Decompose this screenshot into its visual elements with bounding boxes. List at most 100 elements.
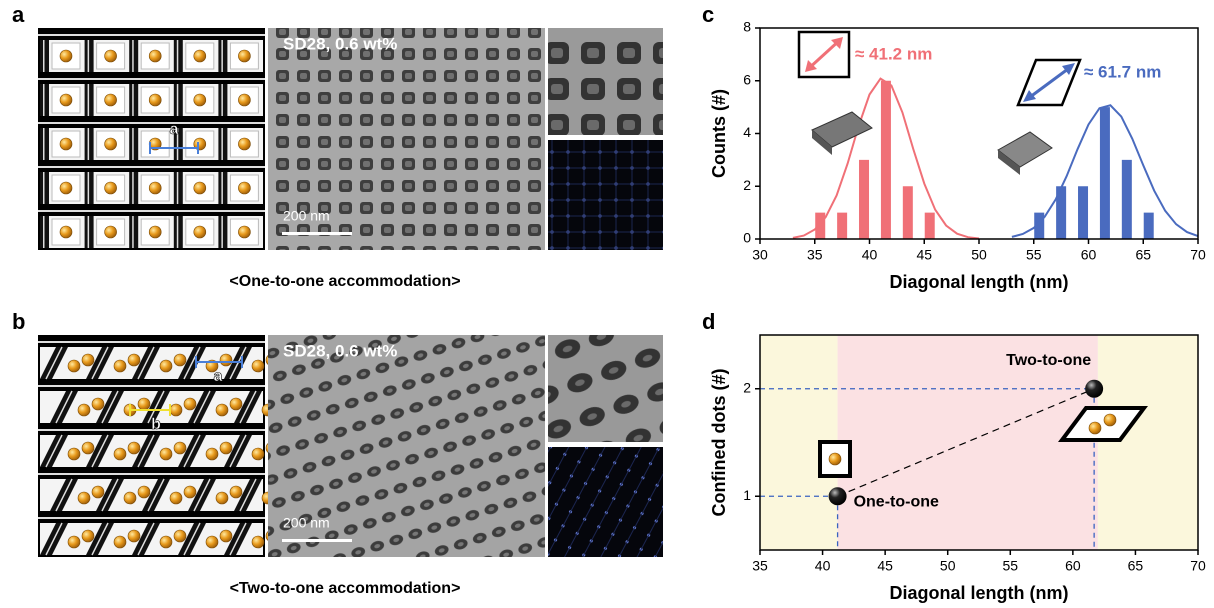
- wall-line: [132, 84, 134, 116]
- point: [829, 487, 847, 505]
- dot: [60, 138, 72, 150]
- y-tick-label: 2: [743, 177, 751, 193]
- dot: [149, 50, 161, 62]
- image-label: SD28, 0.6 wt%: [283, 34, 397, 53]
- dot: [124, 492, 136, 504]
- dot: [160, 448, 172, 460]
- caption: <Two-to-one accommodation>: [230, 580, 461, 597]
- wall-line: [43, 40, 45, 72]
- dot: [174, 354, 186, 366]
- dot: [220, 354, 232, 366]
- y-tick-label: 6: [743, 71, 751, 87]
- dot: [114, 448, 126, 460]
- dot: [216, 404, 228, 416]
- schematic-label: a: [214, 368, 223, 385]
- stripe: [38, 385, 265, 387]
- point-label: Two-to-one: [1006, 352, 1091, 369]
- wall-line: [221, 216, 223, 248]
- dot: [1089, 422, 1101, 434]
- caption: <One-to-one accommodation>: [229, 273, 460, 290]
- dot: [60, 226, 72, 238]
- x-tick-label: 60: [1065, 558, 1081, 574]
- fft-image: [548, 140, 663, 250]
- scale-bar-label: 200 nm: [283, 515, 330, 531]
- bar: [1078, 186, 1088, 239]
- wall-line: [132, 216, 134, 248]
- bar: [903, 186, 913, 239]
- dot: [238, 182, 250, 194]
- wall-line: [132, 172, 134, 204]
- wall-line: [221, 40, 223, 72]
- dot: [194, 226, 206, 238]
- y-tick-label: 0: [743, 230, 751, 246]
- dot: [160, 360, 172, 372]
- dot: [216, 492, 228, 504]
- dot: [128, 530, 140, 542]
- x-tick-label: 70: [1190, 558, 1206, 574]
- dot: [105, 94, 117, 106]
- dot: [82, 442, 94, 454]
- dot: [829, 453, 841, 465]
- inset-image: [548, 335, 663, 442]
- image-label: SD28, 0.6 wt%: [283, 341, 397, 360]
- annotation: ≈ 61.7 nm: [1084, 62, 1161, 81]
- x-tick-label: 55: [1002, 558, 1018, 574]
- fft-image: [548, 447, 663, 557]
- dot: [60, 94, 72, 106]
- dot: [128, 354, 140, 366]
- wall-line: [43, 128, 45, 160]
- dot: [105, 182, 117, 194]
- dot: [78, 492, 90, 504]
- dot: [128, 442, 140, 454]
- dot: [68, 536, 80, 548]
- x-tick-label: 65: [1128, 558, 1144, 574]
- bar: [881, 81, 891, 239]
- x-tick-label: 35: [752, 558, 768, 574]
- dot: [174, 530, 186, 542]
- dot: [92, 398, 104, 410]
- dot: [220, 442, 232, 454]
- dot: [149, 182, 161, 194]
- dot: [114, 536, 126, 548]
- wall-line: [132, 128, 134, 160]
- stripe: [38, 78, 265, 80]
- dot: [105, 138, 117, 150]
- y-tick-label: 4: [743, 124, 751, 140]
- stripe: [38, 517, 265, 519]
- dot: [149, 94, 161, 106]
- x-tick-label: 40: [815, 558, 831, 574]
- x-tick-label: 45: [916, 247, 932, 263]
- schematic-label: b: [151, 416, 161, 433]
- dot: [194, 50, 206, 62]
- wall-line: [88, 84, 90, 116]
- dot: [238, 226, 250, 238]
- bar: [1100, 107, 1110, 239]
- y-axis-title: Confined dots (#): [709, 369, 729, 517]
- x-axis-title: Diagonal length (nm): [890, 272, 1069, 292]
- bar: [859, 160, 869, 239]
- point: [1085, 380, 1103, 398]
- wall-line: [88, 216, 90, 248]
- dot: [252, 536, 264, 548]
- dot: [82, 530, 94, 542]
- wall-line: [221, 172, 223, 204]
- x-tick-label: 65: [1135, 247, 1151, 263]
- dot: [194, 94, 206, 106]
- wall-line: [177, 84, 179, 116]
- dot: [220, 530, 232, 542]
- annotation: ≈ 41.2 nm: [855, 44, 932, 63]
- wall-line: [88, 128, 90, 160]
- dot: [170, 492, 182, 504]
- bar: [837, 213, 847, 239]
- y-tick-label: 2: [743, 379, 751, 395]
- stripe: [38, 341, 265, 343]
- stripe: [38, 34, 265, 36]
- dot: [149, 226, 161, 238]
- dot: [184, 486, 196, 498]
- dot: [206, 536, 218, 548]
- bar: [1144, 213, 1154, 239]
- x-tick-label: 30: [752, 247, 768, 263]
- dot: [138, 398, 150, 410]
- wall-line: [221, 84, 223, 116]
- stripe: [38, 473, 265, 475]
